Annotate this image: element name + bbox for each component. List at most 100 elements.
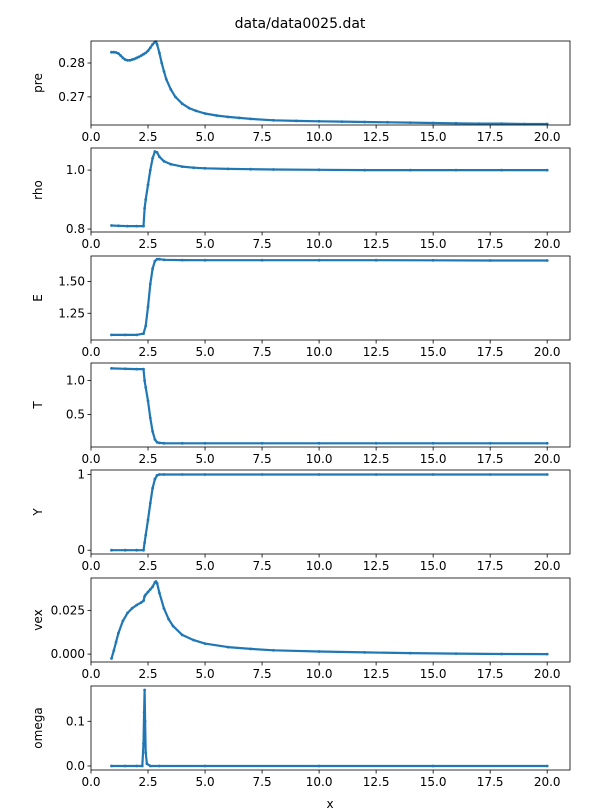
data-point [226,115,230,119]
data-point [142,742,145,745]
data-point [117,631,120,635]
data-point [144,533,148,537]
data-point [143,379,147,382]
data-point [158,441,161,445]
data-point [140,764,144,768]
data-point [153,259,157,263]
data-point [110,764,113,768]
data-point [272,118,275,122]
data-point [164,77,168,81]
data-point [144,593,148,596]
data-point [226,645,230,649]
x-tick-label: 2.5 [138,775,157,789]
data-point [123,764,127,768]
y-tick-label: 1.50 [58,274,85,288]
y-tick-label: 0.27 [58,90,85,104]
data-point [260,258,264,262]
data-point [142,599,145,603]
data-point [121,56,125,60]
data-point [488,441,492,445]
data-point [431,441,435,445]
y-tick-label: 0.8 [66,222,85,236]
x-tick-label: 5.0 [196,237,215,251]
x-tick-label: 7.5 [253,667,272,681]
data-point [130,606,134,610]
data-point [151,267,155,271]
x-tick-label: 15.0 [420,775,447,789]
data-point [408,651,412,655]
series-line-E [111,258,548,336]
data-point [119,54,123,57]
data-point [454,121,458,125]
x-tick-label: 7.5 [253,775,272,789]
x-axis-label: x [326,797,333,811]
data-point [155,440,159,444]
data-point [110,50,113,54]
y-axis-label-pre: pre [31,73,45,93]
data-point [340,120,344,123]
data-point [545,473,549,476]
x-tick-label: 10.0 [306,130,333,144]
axes-frame [90,577,571,663]
data-point [454,652,458,655]
data-point [155,151,159,154]
data-point [123,548,127,552]
data-point [123,333,127,337]
y-tick-label: 0 [77,543,85,557]
axes-frame [90,685,571,771]
data-point [151,486,155,490]
axes-frame [90,362,571,448]
data-point [203,642,207,645]
data-point [363,168,367,172]
data-point [139,54,143,57]
x-tick-label: 5.0 [196,452,215,466]
series-line-Y [111,473,548,552]
data-point [203,473,207,476]
data-point [148,588,152,591]
data-point [155,581,159,585]
data-point [142,52,145,56]
data-point [162,607,166,610]
x-tick-label: 10.0 [306,452,333,466]
data-point [374,441,378,445]
data-point [126,58,129,62]
data-point [169,88,173,91]
data-point [180,165,184,169]
data-point [500,122,503,125]
data-point [260,441,264,445]
x-tick-label: 12.5 [363,775,390,789]
x-tick-label: 2.5 [138,452,157,466]
data-point [121,619,125,623]
data-point [408,168,412,172]
data-point [488,473,492,476]
data-point [155,43,159,46]
data-point [374,258,378,262]
data-point [155,257,159,261]
data-point [167,617,171,621]
data-point [203,112,207,115]
data-point [143,207,147,210]
data-point [148,282,152,286]
data-point [148,501,152,505]
y-tick-label: 0.0 [66,759,85,773]
data-point [431,258,435,262]
y-tick-label: 0.000 [51,647,85,661]
data-point [146,518,150,522]
data-point [146,49,150,53]
data-point [112,649,116,652]
data-point [545,764,549,768]
data-point [143,688,147,692]
subplot-pre: 0.0 2.5 5.0 7.5 10.0 12.5 15.0 17.5 20.0 0.27 0.28… [31,40,571,144]
data-point [142,711,146,714]
axes-frame [90,147,571,233]
data-point [162,441,166,445]
data-point [114,640,118,644]
data-point [117,224,120,228]
x-tick-label: 15.0 [420,345,447,359]
data-point [139,601,143,604]
data-point [148,416,152,420]
x-tick-label: 12.5 [363,559,390,573]
data-point [545,441,549,445]
data-point [386,120,389,124]
x-tick-label: 5.0 [196,775,215,789]
